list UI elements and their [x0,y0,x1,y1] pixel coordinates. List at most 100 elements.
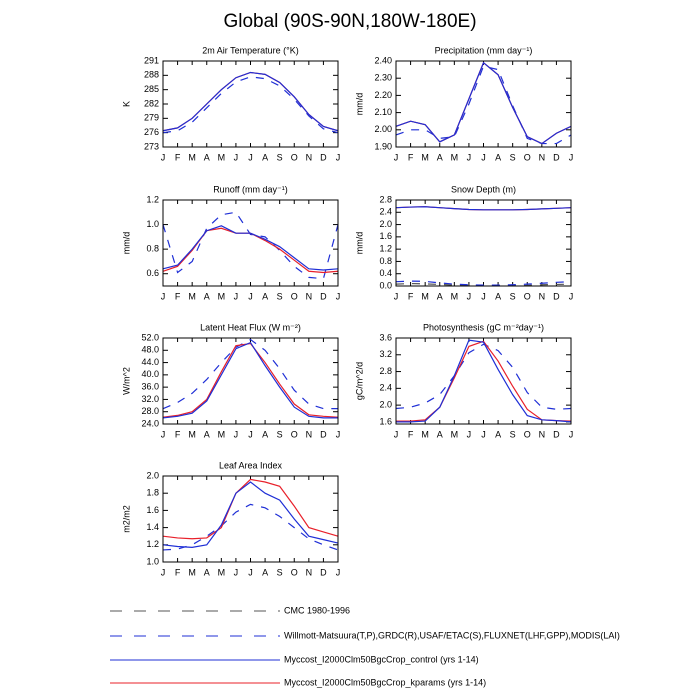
x-tick-label: J [161,152,166,162]
series-line [395,280,572,286]
y-tick-label: 24.0 [141,418,159,428]
x-tick-label: S [277,429,283,439]
plot-frame [395,199,572,287]
y-tick-label: 1.0 [146,556,159,566]
series-line [162,341,338,419]
x-tick-label: J [234,291,239,301]
x-tick-label: N [539,291,546,301]
x-tick-label: A [495,291,501,301]
series-line [162,71,339,132]
x-tick-label: J [248,152,253,162]
series-line [395,61,572,145]
x-tick-label: O [291,291,298,301]
y-tick-label: 2.20 [374,90,392,100]
x-tick-label: O [524,291,531,301]
x-tick-label: A [204,567,210,577]
y-tick-label: 2.8 [379,366,392,376]
y-tick-label: 1.2 [146,539,159,549]
x-tick-label: N [539,429,546,439]
x-tick-label: J [336,291,341,301]
x-tick-label: J [394,291,399,301]
panel-title: Runoff (mm day⁻¹) [213,184,288,194]
panel-title: 2m Air Temperature (°K) [202,45,298,55]
x-tick-label: M [188,291,196,301]
x-tick-label: J [336,429,341,439]
y-axis-label: gC/m^2/d [354,362,364,400]
series-line [162,503,339,551]
plot-frame [162,60,339,148]
y-axis-label: mm/d [354,93,364,116]
x-tick-label: J [248,429,253,439]
y-tick-label: 2.30 [374,73,392,83]
x-tick-label: J [161,291,166,301]
series-line [395,206,572,211]
panel-title: Leaf Area Index [219,460,283,470]
x-tick-label: D [320,152,327,162]
plot-frame [395,337,572,425]
x-tick-label: S [510,429,516,439]
y-tick-label: 2.4 [379,383,392,393]
y-tick-label: 0.8 [379,256,392,266]
y-tick-label: 32.0 [141,394,159,404]
y-tick-label: 2.4 [379,207,392,217]
y-tick-label: 36.0 [141,382,159,392]
y-tick-label: 291 [144,55,159,65]
series-line [162,211,339,280]
y-tick-label: 288 [144,70,159,80]
x-tick-label: M [451,429,459,439]
x-tick-label: S [277,152,283,162]
x-tick-label: N [306,567,313,577]
y-tick-label: 0.4 [379,268,392,278]
x-tick-label: M [421,429,429,439]
x-tick-label: O [291,567,298,577]
series-line [162,478,339,540]
y-axis-label: K [121,101,131,107]
plot-frame [162,337,339,425]
y-tick-label: 0.6 [146,268,159,278]
x-tick-label: M [218,567,226,577]
y-tick-label: 2.0 [379,219,392,229]
y-tick-label: 52.0 [141,332,159,342]
x-tick-label: J [394,429,399,439]
x-tick-label: J [394,152,399,162]
y-tick-label: 44.0 [141,357,159,367]
x-tick-label: A [437,291,443,301]
x-tick-label: J [569,291,574,301]
x-tick-label: N [306,291,313,301]
plot-frame [162,199,339,287]
x-tick-label: J [467,429,472,439]
series-line [396,339,572,423]
y-tick-label: 3.6 [379,332,392,342]
y-tick-label: 1.6 [379,231,392,241]
x-tick-label: N [539,152,546,162]
y-tick-label: 2.00 [374,124,392,134]
x-tick-label: A [204,429,210,439]
legend-label: Willmott-Matsuura(T,P),GRDC(R),USAF/ETAC… [284,630,620,640]
y-axis-label: mm/d [354,232,364,255]
y-tick-label: 2.0 [379,399,392,409]
x-tick-label: J [336,152,341,162]
series-line [162,342,339,418]
legend-label: CMC 1980-1996 [284,605,350,615]
x-tick-label: J [569,152,574,162]
x-tick-label: J [467,152,472,162]
y-tick-label: 48.0 [141,345,159,355]
x-tick-label: J [336,567,341,577]
x-tick-label: O [524,152,531,162]
y-tick-label: 1.90 [374,141,392,151]
panel-title: Snow Depth (m) [451,184,516,194]
x-tick-label: J [161,567,166,577]
x-tick-label: J [248,567,253,577]
y-tick-label: 1.6 [379,416,392,426]
y-tick-label: 282 [144,98,159,108]
x-tick-label: J [161,429,166,439]
x-tick-label: S [510,291,516,301]
panel-title: Photosynthesis (gC m⁻²day⁻¹) [423,322,544,332]
series-line [162,481,339,548]
x-tick-label: D [320,291,327,301]
series-line [162,76,339,134]
x-tick-label: O [524,429,531,439]
x-tick-label: D [553,152,560,162]
series-line [395,61,572,145]
x-tick-label: S [277,567,283,577]
